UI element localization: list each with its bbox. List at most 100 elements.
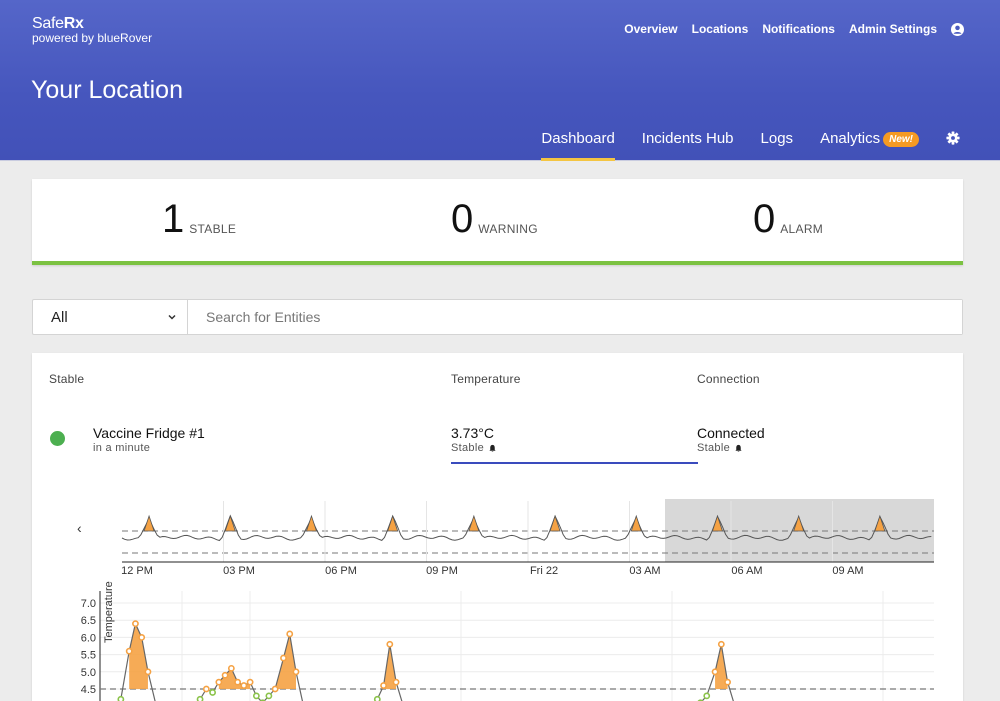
detail-y-tick-label: 7.0	[81, 598, 96, 610]
tab-dashboard-label: Dashboard	[541, 130, 615, 147]
data-point-normal	[209, 689, 216, 696]
temperature-value[interactable]: 3.73°C	[451, 425, 494, 441]
navigator-tick-label: Fri 22	[530, 565, 558, 577]
warning-count: 0	[451, 197, 474, 241]
tab-logs-label: Logs	[760, 130, 794, 147]
brand-subtitle: powered by blueRover	[32, 31, 153, 45]
status-indicator-dot	[50, 431, 65, 446]
user-account-icon[interactable]	[951, 22, 964, 36]
data-point-alarm	[292, 668, 300, 676]
navigator-spike	[143, 514, 155, 532]
data-point-alarm	[132, 620, 139, 628]
top-navigation: Overview Locations Notifications Admin S…	[624, 22, 964, 36]
stable-stat[interactable]: 1 STABLE	[162, 197, 236, 241]
nav-locations[interactable]: Locations	[691, 22, 749, 36]
navigator-tick-label: 06 AM	[731, 565, 762, 577]
data-point-normal	[196, 695, 204, 701]
detail-series-line	[118, 621, 734, 701]
brand-name: SafeRx	[32, 15, 84, 32]
navigator-tick-label: 06 PM	[325, 565, 357, 577]
detail-y-tick-label: 6.5	[81, 615, 96, 627]
stable-label: STABLE	[189, 222, 237, 236]
detail-y-tick-label: 5.0	[81, 667, 96, 679]
navigator-tick-label: 03 AM	[629, 565, 660, 577]
alarm-stat[interactable]: 0 ALARM	[753, 197, 823, 241]
tab-incidents-label: Incidents Hub	[641, 130, 734, 147]
data-point-normal	[117, 695, 125, 701]
navigator-spike	[224, 514, 236, 532]
data-point-normal	[265, 692, 273, 700]
navigator-tick-label: 09 AM	[832, 565, 863, 577]
nav-notifications[interactable]: Notifications	[762, 22, 835, 36]
status-filter-select[interactable]: All	[33, 300, 188, 334]
column-header-temperature: Temperature	[451, 372, 521, 386]
connection-value[interactable]: Connected	[697, 425, 765, 441]
detail-y-tick-label: 5.5	[81, 650, 96, 662]
data-point-alarm	[386, 640, 394, 648]
tab-analytics-label: Analytics	[820, 130, 881, 147]
section-tabs: Dashboard Incidents Hub Logs Analytics Ne…	[514, 126, 960, 161]
brand-logo[interactable]: SafeRx powered by blueRover	[32, 15, 152, 45]
tab-dashboard[interactable]: Dashboard	[541, 126, 616, 161]
entity-last-updated: in a minute	[93, 442, 151, 454]
gear-icon[interactable]	[946, 131, 960, 145]
data-point-alarm	[202, 685, 210, 693]
entity-name[interactable]: Vaccine Fridge #1	[93, 425, 205, 441]
entity-card: Stable Temperature Connection Vaccine Fr…	[32, 353, 963, 701]
page-title: Your Location	[31, 76, 183, 104]
navigator-spike	[874, 514, 886, 532]
warning-stat[interactable]: 0 WARNING	[451, 197, 538, 241]
data-point-alarm	[392, 678, 400, 686]
temperature-status: Stable	[451, 442, 497, 454]
data-point-alarm	[221, 671, 229, 679]
data-point-alarm	[717, 640, 725, 648]
tab-analytics[interactable]: Analytics New!	[820, 126, 919, 161]
navigator-spike	[468, 514, 480, 532]
data-point-alarm	[125, 647, 133, 655]
chevron-down-icon	[168, 314, 176, 320]
data-point-alarm	[240, 682, 248, 689]
data-point-alarm	[138, 633, 146, 641]
nav-admin-settings[interactable]: Admin Settings	[848, 22, 937, 36]
data-point-alarm	[144, 668, 152, 676]
bell-icon	[735, 444, 742, 452]
detail-y-tick-label: 4.5	[81, 684, 96, 696]
navigator-tick-label: 03 PM	[223, 565, 255, 577]
navigator-spike	[793, 514, 805, 532]
alarm-area	[715, 644, 728, 689]
navigator-spike	[549, 514, 561, 532]
navigator-spike	[711, 514, 724, 532]
warning-label: WARNING	[478, 222, 538, 236]
stable-count: 1	[162, 197, 185, 241]
navigator-tick-label: 12 PM	[121, 565, 153, 577]
data-point-normal	[373, 695, 381, 701]
temperature-tab-indicator	[451, 462, 698, 464]
entity-filter-bar: All	[32, 299, 963, 335]
tab-logs[interactable]: Logs	[761, 126, 794, 161]
data-point-alarm	[271, 685, 279, 693]
data-point-normal	[252, 692, 260, 700]
alarm-count: 0	[753, 197, 776, 241]
search-input[interactable]	[188, 300, 962, 334]
navigator-spike	[387, 514, 399, 532]
alarm-label: ALARM	[780, 222, 824, 236]
temperature-status-text: Stable	[451, 442, 484, 454]
data-point-alarm	[280, 654, 287, 662]
data-point-alarm	[724, 678, 731, 686]
column-header-status: Stable	[49, 372, 85, 386]
data-point-alarm	[380, 682, 387, 689]
detail-y-axis-label: Temperature	[103, 581, 115, 643]
chart-back-button[interactable]: ‹	[77, 520, 82, 536]
bell-icon	[489, 444, 496, 452]
connection-status: Stable	[697, 442, 743, 454]
navigator-spike	[305, 514, 318, 532]
status-summary-card: 1 STABLE 0 WARNING 0 ALARM	[32, 179, 963, 265]
data-point-alarm	[234, 678, 242, 686]
connection-status-text: Stable	[697, 442, 730, 454]
data-point-alarm	[227, 664, 235, 672]
tab-incidents-hub[interactable]: Incidents Hub	[642, 126, 734, 161]
navigator-tick-label: 09 PM	[426, 565, 458, 577]
detail-y-tick-label: 6.0	[81, 632, 96, 644]
nav-overview[interactable]: Overview	[624, 22, 678, 36]
temperature-charts: 12 PM 03 PM 06 PM 09 PM Fri 22 03 AM 06 AM 09 A…	[81, 499, 934, 701]
